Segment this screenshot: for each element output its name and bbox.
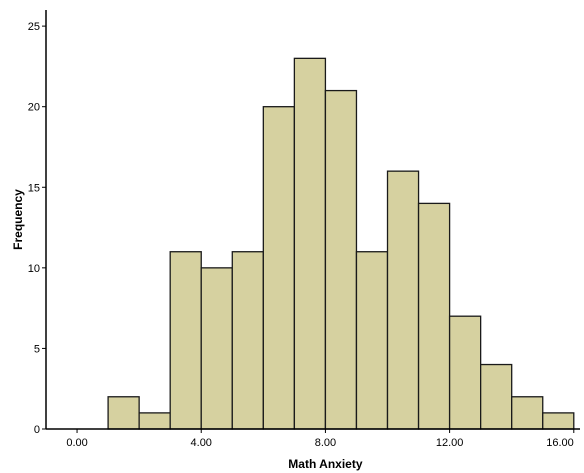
x-tick-label: 12.00 <box>436 437 464 449</box>
histogram-bar <box>138 412 171 430</box>
histogram-bar <box>324 89 358 430</box>
y-axis-title: Frequency <box>11 189 25 250</box>
x-tick-label: 8.00 <box>315 437 336 449</box>
bars-group <box>107 57 575 430</box>
histogram-bar <box>169 251 202 430</box>
x-axis-title: Math Anxiety <box>288 457 363 471</box>
histogram-bar <box>511 396 544 430</box>
histogram-bar <box>200 267 233 430</box>
y-tick-label: 20 <box>28 102 40 114</box>
histogram-bar <box>542 412 575 430</box>
histogram-bar <box>293 57 327 430</box>
histogram-bar <box>262 106 296 430</box>
histogram-bar <box>107 396 140 430</box>
y-tick-label: 10 <box>28 263 40 275</box>
y-tick-label: 5 <box>34 343 40 355</box>
x-tick-label: 16.00 <box>546 437 574 449</box>
y-tick-label: 0 <box>34 424 40 436</box>
histogram-bar <box>231 251 264 430</box>
y-tick-label: 25 <box>28 21 40 33</box>
histogram-bar <box>417 202 451 430</box>
x-tick-label: 4.00 <box>191 437 212 449</box>
y-ticks-group: 0 5 10 15 20 25 <box>28 21 46 436</box>
y-tick-label: 15 <box>28 182 40 194</box>
histogram-bar <box>480 363 513 430</box>
x-tick-label: 0.00 <box>66 437 87 449</box>
histogram-bar <box>448 315 482 430</box>
x-ticks-group: 0.00 4.00 8.00 12.00 16.00 <box>66 429 575 449</box>
histogram-bar <box>355 251 389 430</box>
histogram-bar <box>386 170 420 430</box>
axes-group <box>45 10 580 430</box>
